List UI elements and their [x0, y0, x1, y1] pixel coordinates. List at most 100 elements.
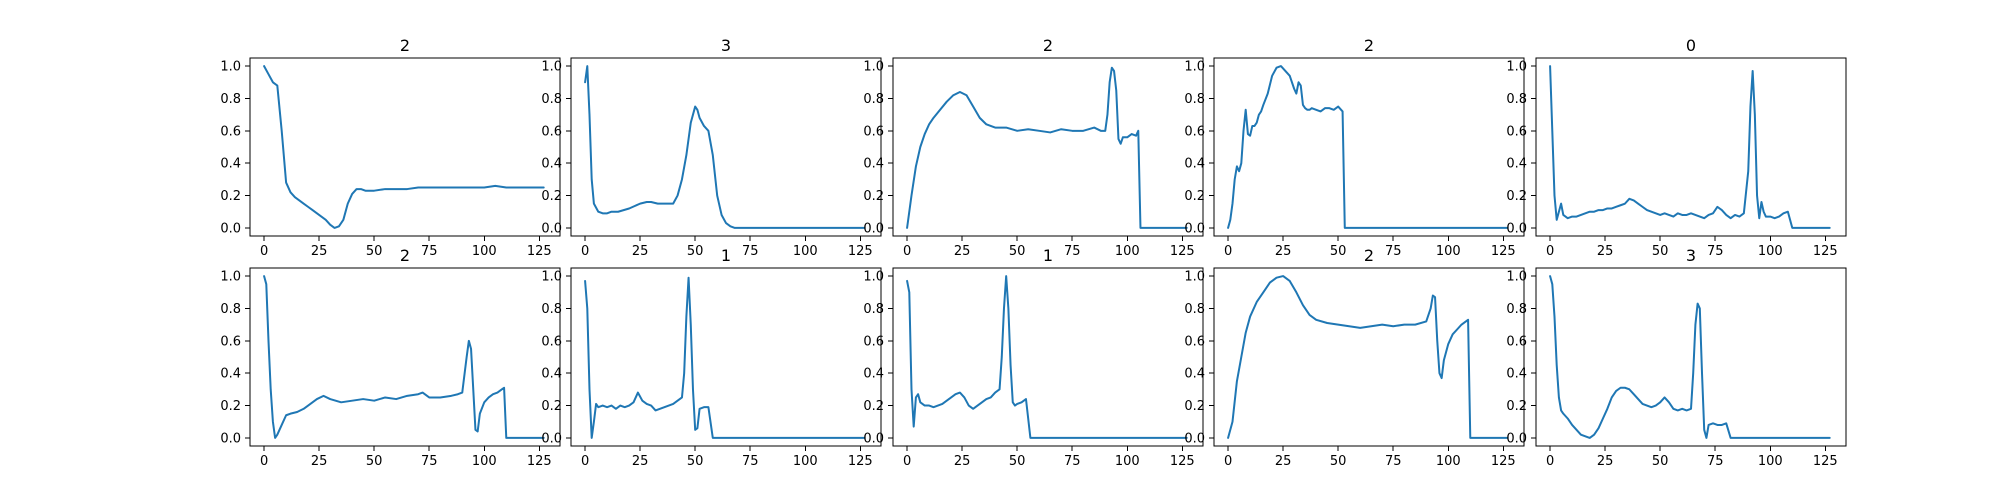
- subplot-title: 2: [1364, 246, 1374, 265]
- x-tick-label: 25: [1597, 244, 1614, 259]
- axes-frame: [249, 267, 561, 447]
- y-tick-label: 1.0: [1184, 60, 1205, 75]
- x-tick-label: 125: [848, 244, 873, 259]
- subplot-title: 0: [1686, 36, 1696, 55]
- x-tick-label: 100: [472, 244, 497, 259]
- subplot-5: 0 0 25 50 75 100 125 0.0 0.2 0.4 0.6 0.8 1.0: [1506, 36, 1847, 259]
- y-tick-label: 0.8: [541, 92, 562, 107]
- y-tick-label: 0.6: [220, 334, 241, 349]
- y-tick-label: 1.0: [863, 60, 884, 75]
- series-line: [584, 276, 866, 439]
- y-tick-label: 0.2: [541, 399, 562, 414]
- y-tick-label: 0.8: [1184, 92, 1205, 107]
- y-tick-label: 0.4: [1506, 367, 1527, 382]
- subplot-title: 2: [400, 246, 410, 265]
- y-tick-label: 0.0: [220, 431, 241, 446]
- series-line: [584, 65, 866, 229]
- x-tick-label: 0: [1546, 244, 1554, 259]
- subplot-title: 3: [721, 36, 731, 55]
- y-tick-label: 1.0: [1506, 270, 1527, 285]
- x-tick-label: 100: [1436, 454, 1461, 469]
- y-tick-label: 0.4: [1184, 367, 1205, 382]
- y-tick-label: 0.2: [1506, 189, 1527, 204]
- x-tick-label: 75: [1385, 244, 1402, 259]
- x-tick-label: 0: [903, 244, 911, 259]
- series-line: [263, 65, 545, 229]
- subplot-8: 1 0 25 50 75 100 125 0.0 0.2 0.4 0.6 0.8 1.0: [863, 246, 1204, 469]
- y-tick-label: 0.8: [1506, 92, 1527, 107]
- y-tick-label: 0.4: [863, 157, 884, 172]
- x-tick-label: 25: [632, 454, 649, 469]
- x-tick-label: 100: [1758, 244, 1783, 259]
- y-tick-label: 0.8: [541, 302, 562, 317]
- x-tick-label: 75: [421, 454, 438, 469]
- subplot-title: 2: [1043, 36, 1053, 55]
- y-tick-label: 0.4: [1184, 157, 1205, 172]
- subplot-title: 1: [721, 246, 731, 265]
- x-tick-label: 0: [903, 454, 911, 469]
- y-tick-label: 0.0: [1506, 221, 1527, 236]
- axes-frame: [1213, 267, 1525, 447]
- y-tick-label: 1.0: [541, 270, 562, 285]
- y-tick-label: 0.4: [541, 157, 562, 172]
- x-tick-label: 50: [1652, 454, 1669, 469]
- x-tick-label: 0: [260, 244, 268, 259]
- y-tick-label: 0.0: [863, 431, 884, 446]
- y-tick-label: 1.0: [220, 60, 241, 75]
- series-line: [906, 275, 1188, 439]
- y-tick-label: 0.6: [541, 334, 562, 349]
- subplot-title: 2: [1364, 36, 1374, 55]
- subplot-3: 2 0 25 50 75 100 125 0.0 0.2 0.4 0.6 0.8 1.0: [863, 36, 1204, 259]
- x-tick-label: 50: [687, 244, 704, 259]
- y-tick-label: 0.8: [1506, 302, 1527, 317]
- x-tick-label: 75: [1707, 244, 1724, 259]
- y-tick-label: 0.6: [1506, 334, 1527, 349]
- x-tick-label: 125: [1491, 244, 1516, 259]
- x-tick-label: 75: [1385, 454, 1402, 469]
- subplot-title: 1: [1043, 246, 1053, 265]
- x-tick-label: 25: [1275, 454, 1292, 469]
- series-line: [1227, 275, 1509, 439]
- y-tick-label: 0.0: [541, 221, 562, 236]
- y-tick-label: 0.4: [863, 367, 884, 382]
- subplot-9: 2 0 25 50 75 100 125 0.0 0.2 0.4 0.6 0.8 1.0: [1184, 246, 1525, 469]
- y-tick-label: 0.2: [220, 189, 241, 204]
- x-tick-label: 75: [1707, 454, 1724, 469]
- y-tick-label: 0.8: [220, 92, 241, 107]
- x-tick-label: 125: [1170, 244, 1195, 259]
- x-tick-label: 125: [527, 454, 552, 469]
- y-tick-label: 0.6: [863, 124, 884, 139]
- y-tick-label: 0.6: [1506, 124, 1527, 139]
- x-tick-label: 100: [1115, 244, 1140, 259]
- x-tick-label: 0: [581, 244, 589, 259]
- y-tick-label: 0.8: [220, 302, 241, 317]
- axes-frame: [570, 267, 882, 447]
- series-line: [906, 66, 1188, 229]
- y-tick-label: 0.6: [220, 124, 241, 139]
- subplot-4: 2 0 25 50 75 100 125 0.0 0.2 0.4 0.6 0.8 1.0: [1184, 36, 1525, 259]
- x-tick-label: 125: [1170, 454, 1195, 469]
- x-tick-label: 25: [311, 454, 328, 469]
- y-tick-label: 0.2: [1184, 189, 1205, 204]
- x-tick-label: 125: [1813, 244, 1838, 259]
- x-tick-label: 50: [1009, 454, 1026, 469]
- subplot-title: 2: [400, 36, 410, 55]
- x-tick-label: 100: [793, 244, 818, 259]
- y-tick-label: 0.8: [863, 92, 884, 107]
- subplot-title: 3: [1686, 246, 1696, 265]
- y-tick-label: 0.2: [1506, 399, 1527, 414]
- y-tick-label: 0.0: [1184, 221, 1205, 236]
- x-tick-label: 25: [632, 244, 649, 259]
- subplot-2: 3 0 25 50 75 100 125 0.0 0.2 0.4 0.6 0.8 1.0: [541, 36, 882, 259]
- axes-frame: [1213, 57, 1525, 237]
- y-tick-label: 0.6: [1184, 334, 1205, 349]
- x-tick-label: 50: [687, 454, 704, 469]
- y-tick-label: 0.2: [541, 189, 562, 204]
- axes-frame: [1535, 267, 1847, 447]
- y-tick-label: 1.0: [541, 60, 562, 75]
- subplot-7: 1 0 25 50 75 100 125 0.0 0.2 0.4 0.6 0.8 1.0: [541, 246, 882, 469]
- series-line: [1549, 275, 1831, 439]
- axes-frame: [1535, 57, 1847, 237]
